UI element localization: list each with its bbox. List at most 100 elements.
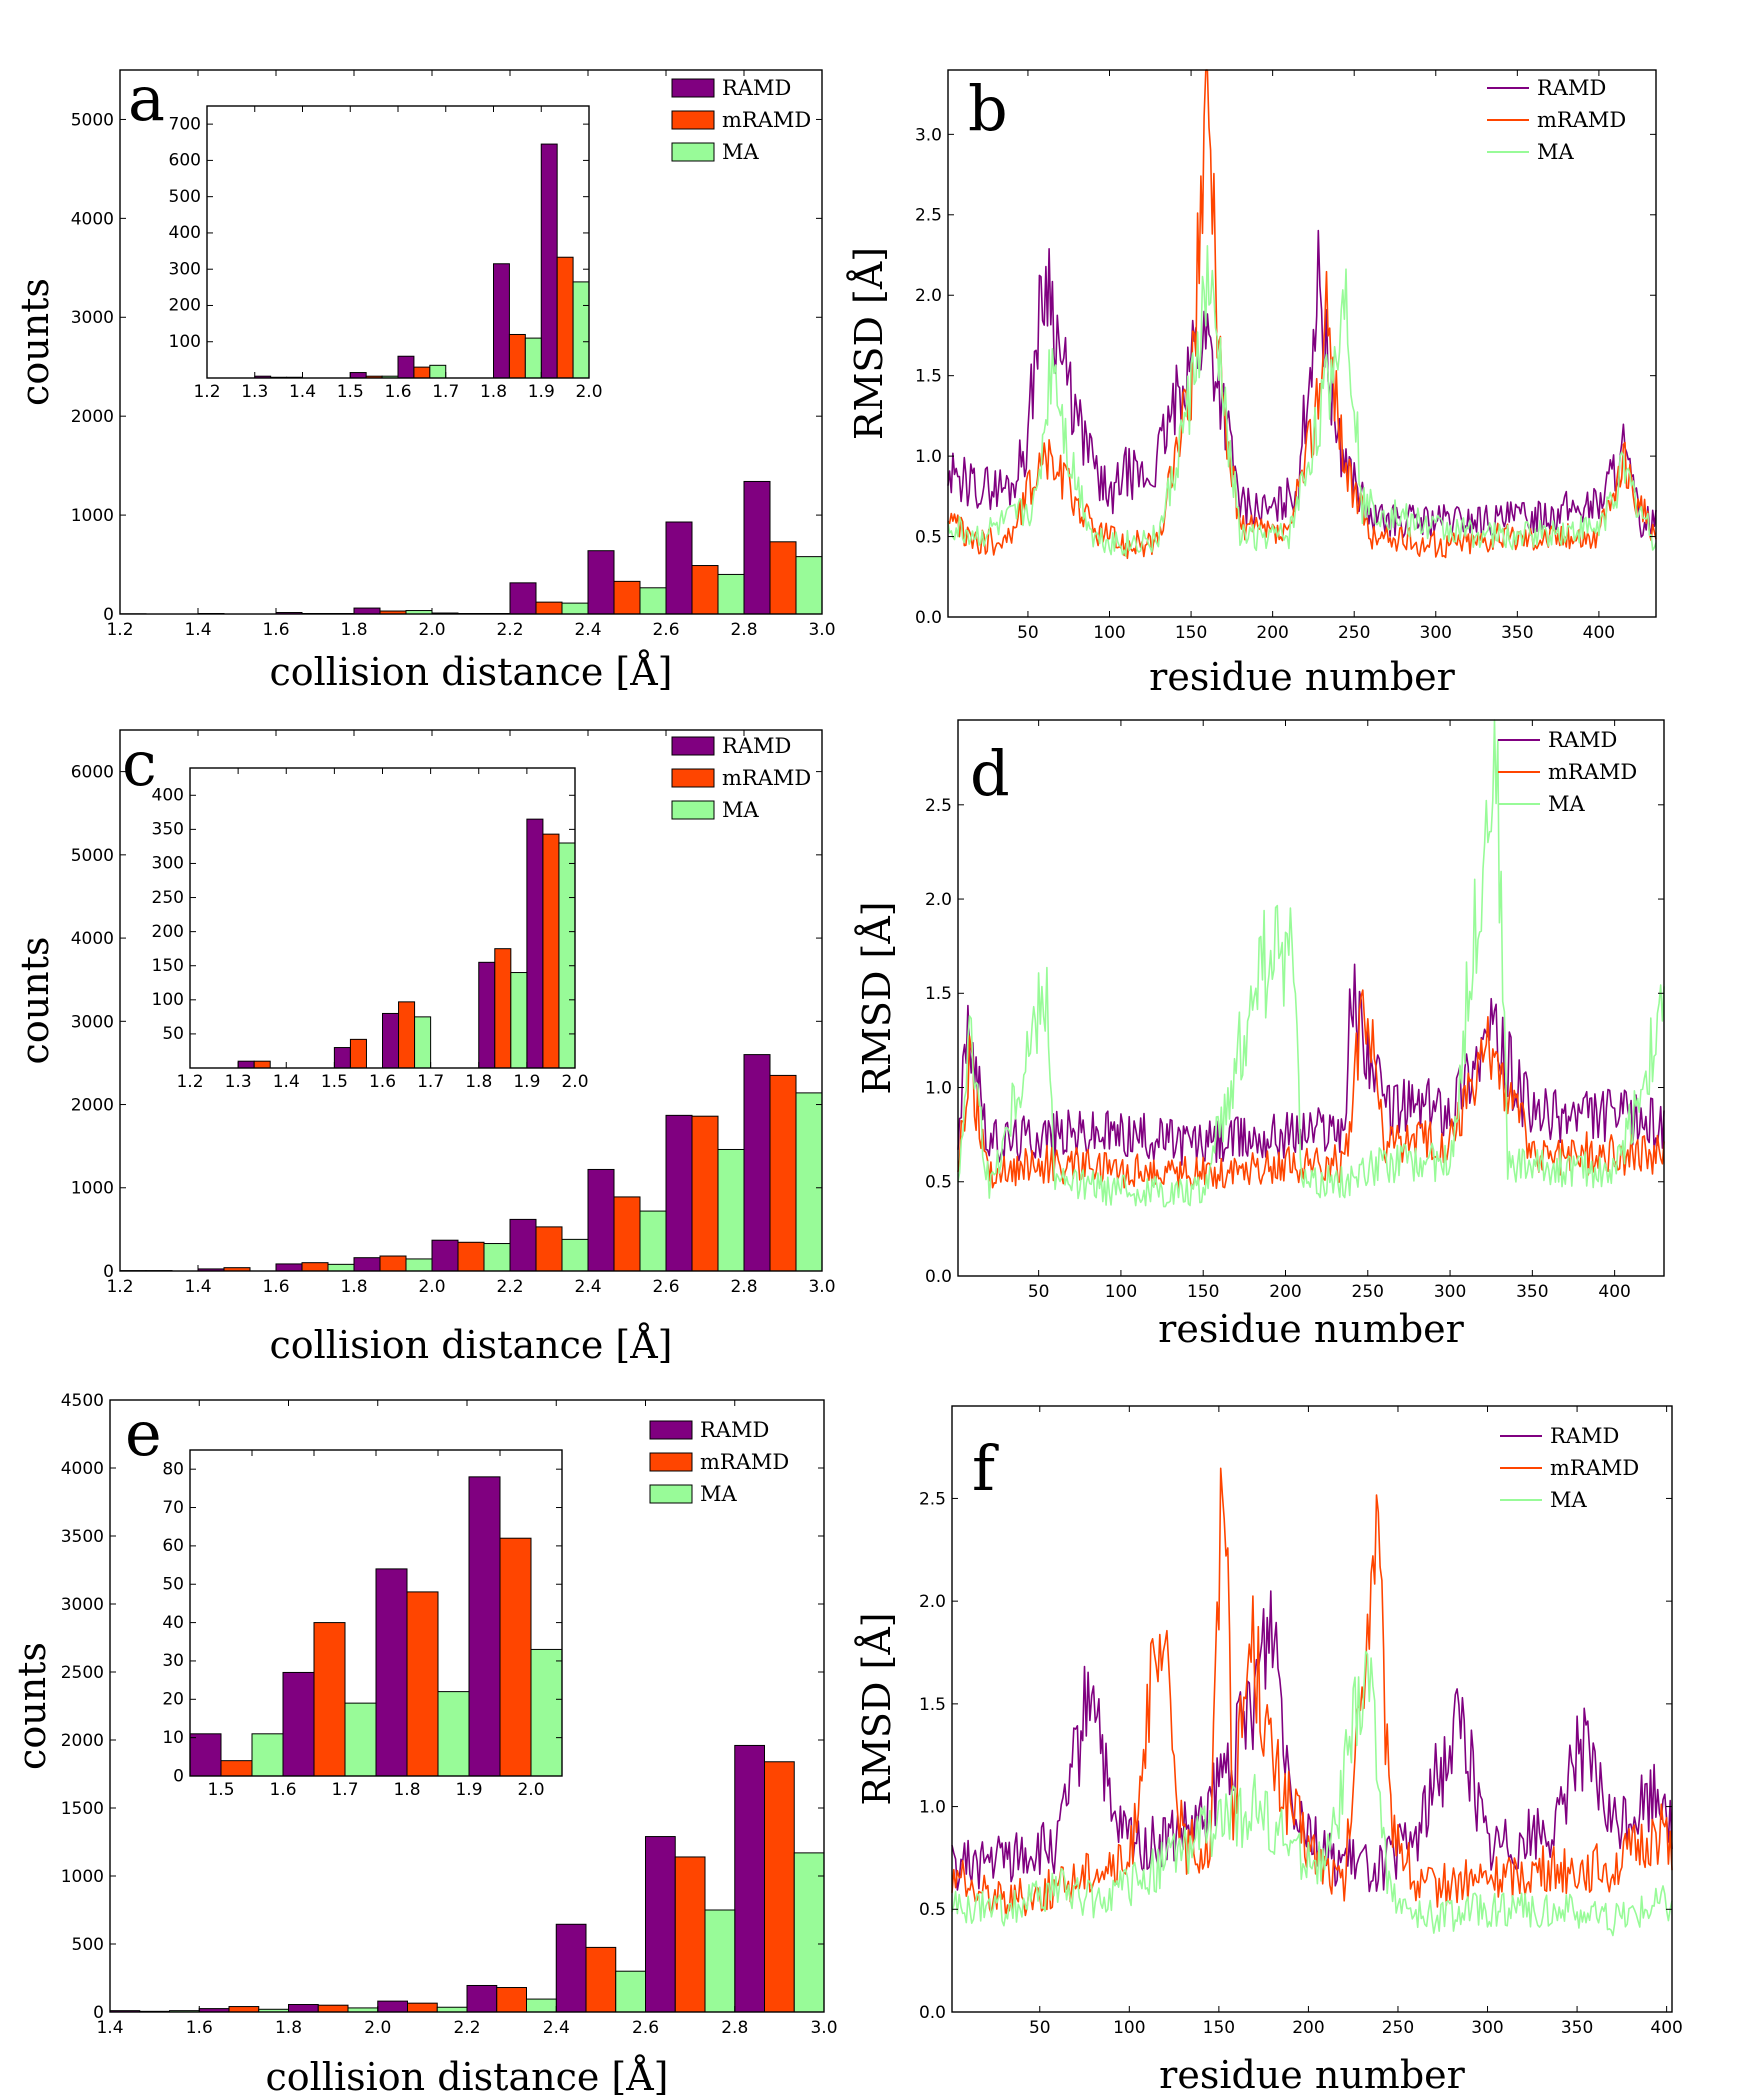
x-tick-label: 1.6 bbox=[262, 620, 289, 640]
chart-panel-f: 0.0 0.5 1.0 1.5 2.0 2.5 50 100 150 200 250 300 350 40… bbox=[855, 1405, 1683, 2097]
y-tick-label: 1000 bbox=[71, 506, 114, 526]
bar-mRAMD bbox=[349, 1038, 367, 1069]
y-tick-label: 300 bbox=[169, 259, 201, 279]
x-tick-label: 1.7 bbox=[331, 1780, 358, 1800]
y-tick-label: 200 bbox=[152, 922, 184, 942]
bar-mRAMD bbox=[585, 1946, 617, 2013]
x-tick-label: 1.9 bbox=[455, 1780, 482, 1800]
x-tick-label: 50 bbox=[1028, 1282, 1050, 1302]
y-tick-label: 3000 bbox=[71, 1012, 114, 1032]
y-tick-label: 4000 bbox=[61, 1459, 104, 1479]
inset-chart-c: 50 100 150 200 250 300 350 400 1.2 1.3 1.4 1.5 1.6 1.… bbox=[152, 767, 589, 1092]
bar-mRAMD bbox=[769, 1074, 797, 1272]
y-tick-label: 250 bbox=[152, 888, 184, 908]
y-tick-label: 1000 bbox=[71, 1179, 114, 1199]
bar-MA bbox=[524, 337, 542, 379]
x-tick-label: 1.8 bbox=[480, 382, 507, 402]
x-tick-label: 2.2 bbox=[453, 2018, 480, 2038]
x-tick-label: 250 bbox=[1338, 623, 1370, 643]
y-tick-label: 500 bbox=[169, 187, 201, 207]
y-tick-label: 1.0 bbox=[919, 1798, 946, 1818]
x-tick-label: 150 bbox=[1203, 2018, 1235, 2038]
y-tick-label: 10 bbox=[162, 1728, 184, 1748]
x-tick-label: 1.2 bbox=[106, 620, 133, 640]
x-tick-label: 100 bbox=[1113, 2018, 1145, 2038]
y-tick-label: 400 bbox=[169, 223, 201, 243]
y-tick-label: 2.5 bbox=[925, 796, 952, 816]
series-line-RAMD bbox=[947, 229, 1657, 538]
legend-label-MA: MA bbox=[1550, 1488, 1588, 1512]
bar-MA bbox=[795, 1092, 823, 1272]
y-tick-label: 6000 bbox=[71, 763, 114, 783]
x-tick-label: 2.8 bbox=[730, 620, 757, 640]
x-tick-label: 2.8 bbox=[730, 1277, 757, 1297]
bar-RAMD bbox=[743, 1054, 771, 1272]
bar-RAMD bbox=[189, 1733, 222, 1777]
x-tick-label: 1.3 bbox=[241, 382, 268, 402]
bar-MA bbox=[510, 972, 528, 1069]
y-tick-label: 1500 bbox=[61, 1799, 104, 1819]
inset-chart-e: 0 10 20 30 40 50 60 70 80 1.5 1.6 1.7 1.8 1.9 2.0 bbox=[162, 1449, 563, 1800]
y-tick-label: 3000 bbox=[61, 1595, 104, 1615]
plot-frame bbox=[119, 69, 823, 615]
bar-MA bbox=[436, 2006, 468, 2013]
y-tick-label: 40 bbox=[162, 1613, 184, 1633]
legend-swatch-MA bbox=[649, 1484, 693, 1504]
legend-swatch-mRAMD bbox=[671, 110, 715, 130]
x-tick-label: 2.4 bbox=[543, 2018, 570, 2038]
x-tick-label: 1.4 bbox=[96, 2018, 123, 2038]
x-tick-label: 50 bbox=[1017, 623, 1039, 643]
y-axis-label: RMSD [Å] bbox=[855, 901, 899, 1094]
bar-MA bbox=[717, 1148, 745, 1272]
bar-mRAMD bbox=[406, 1591, 439, 1777]
y-tick-label: 4000 bbox=[71, 929, 114, 949]
x-tick-label: 350 bbox=[1561, 2018, 1593, 2038]
bar-MA bbox=[530, 1648, 563, 1777]
bar-RAMD bbox=[540, 143, 558, 379]
x-tick-label: 50 bbox=[1029, 2018, 1051, 2038]
bar-mRAMD bbox=[496, 1987, 527, 2013]
legend-swatch-RAMD bbox=[649, 1420, 693, 1440]
panel-label: c bbox=[122, 727, 157, 800]
panel-label: f bbox=[972, 1432, 999, 1505]
bar-RAMD bbox=[468, 1476, 501, 1777]
y-tick-label: 5000 bbox=[71, 846, 114, 866]
bar-MA bbox=[717, 573, 745, 615]
bar-mRAMD bbox=[317, 2004, 349, 2013]
bar-RAMD bbox=[375, 1568, 408, 1777]
y-axis-label: counts bbox=[10, 1642, 54, 1770]
bar-mRAMD bbox=[313, 1622, 346, 1777]
series-line-mRAMD bbox=[951, 1467, 1673, 1917]
legend-label-MA: MA bbox=[1548, 792, 1586, 816]
legend-label-MA: MA bbox=[700, 1482, 738, 1506]
y-tick-label: 100 bbox=[152, 990, 184, 1010]
x-tick-label: 1.5 bbox=[207, 1780, 234, 1800]
series-line-mRAMD bbox=[947, 69, 1657, 560]
x-tick-label: 250 bbox=[1382, 2018, 1414, 2038]
y-axis-label: counts bbox=[13, 937, 57, 1065]
x-tick-label: 1.4 bbox=[184, 1277, 211, 1297]
y-tick-label: 80 bbox=[162, 1459, 184, 1479]
plot-frame bbox=[947, 69, 1657, 618]
bar-mRAMD bbox=[253, 1060, 271, 1069]
bar-RAMD bbox=[349, 372, 367, 379]
bar-RAMD bbox=[397, 355, 415, 379]
bar-RAMD bbox=[509, 582, 537, 615]
x-tick-label: 2.6 bbox=[652, 620, 679, 640]
x-tick-label: 2.0 bbox=[418, 1277, 445, 1297]
bar-mRAMD bbox=[535, 1226, 563, 1272]
x-tick-label: 1.6 bbox=[186, 2018, 213, 2038]
x-tick-label: 1.3 bbox=[225, 1072, 252, 1092]
y-tick-label: 0 bbox=[93, 2003, 104, 2023]
inset-chart-a: 100 200 300 400 500 600 700 1.2 1.3 1.4 1.5 1.6 1.7 1… bbox=[169, 105, 603, 402]
bar-MA bbox=[344, 1702, 377, 1777]
bar-MA bbox=[437, 1691, 470, 1777]
x-tick-label: 2.4 bbox=[574, 620, 601, 640]
bar-MA bbox=[414, 1016, 432, 1069]
inset-background bbox=[207, 106, 589, 378]
x-tick-label: 1.7 bbox=[432, 382, 459, 402]
x-tick-label: 200 bbox=[1292, 2018, 1324, 2038]
x-tick-label: 350 bbox=[1516, 1282, 1548, 1302]
bar-MA bbox=[639, 1210, 667, 1272]
x-tick-label: 1.8 bbox=[393, 1780, 420, 1800]
